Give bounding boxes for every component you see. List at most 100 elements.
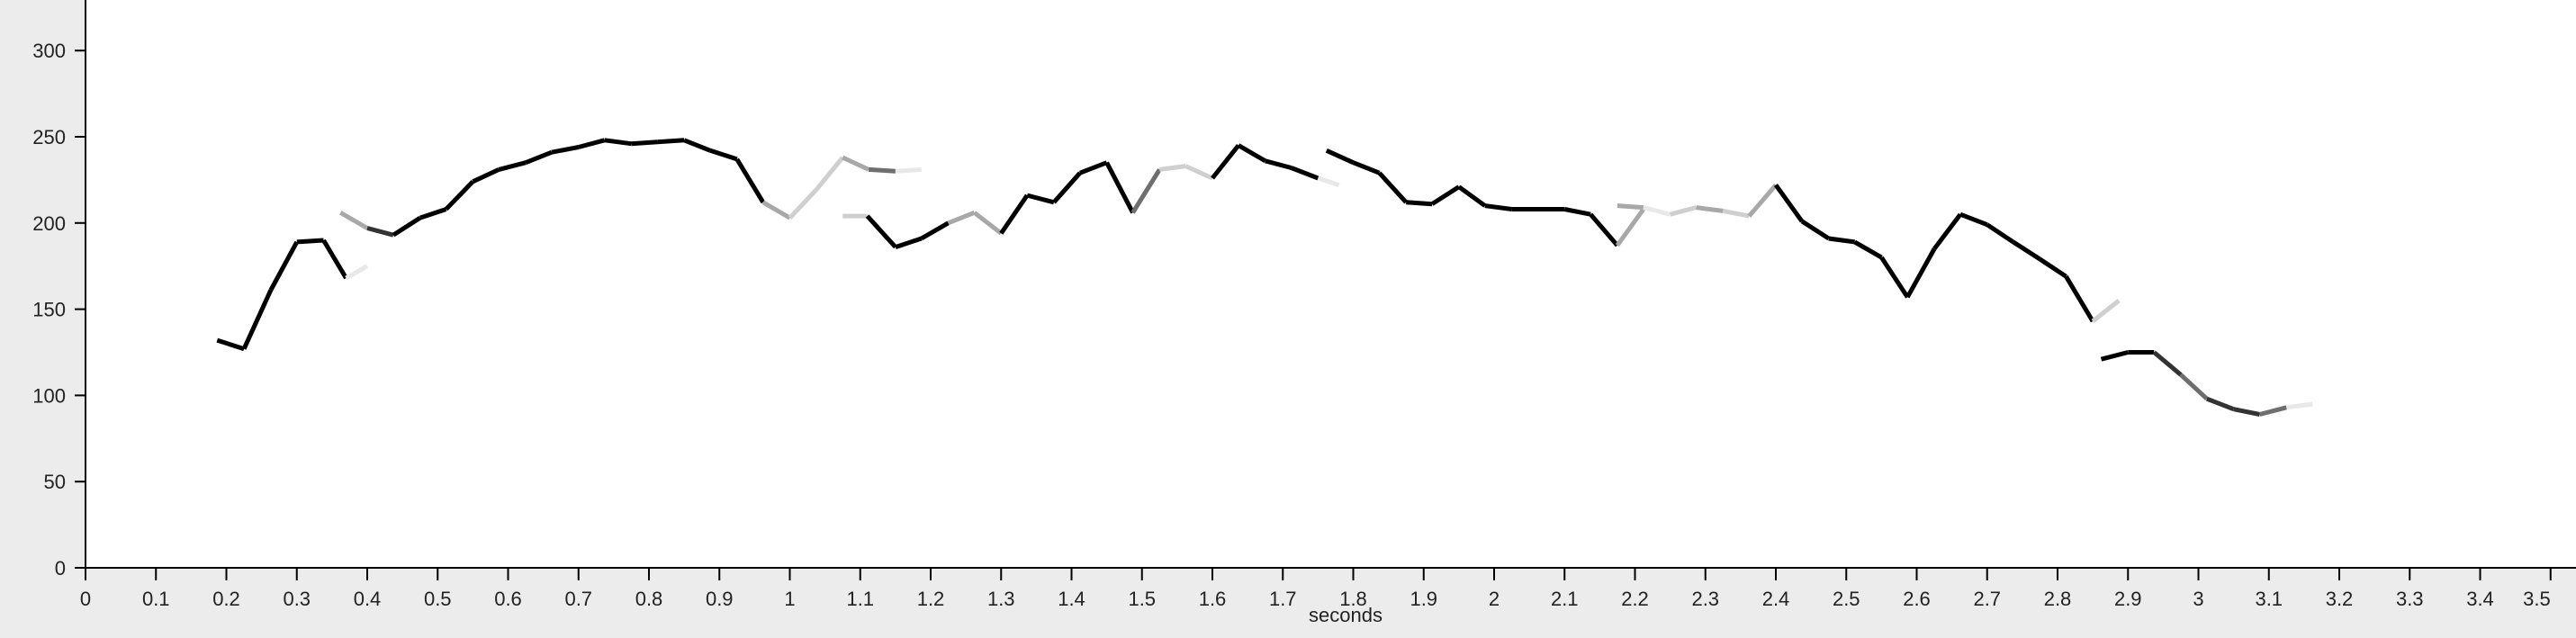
x-tick-label: 0.4 [354, 588, 382, 610]
pitch-segment-57 [1589, 212, 1619, 247]
x-tick-label: 1.8 [1339, 588, 1367, 610]
x-tick-label: 0.1 [142, 588, 170, 610]
pitch-segment-77 [2091, 299, 2121, 323]
pitch-segment-61 [1669, 205, 1698, 217]
x-ticks: 0 0.1 0.2 0.3 0.4 0.5 0.6 0.7 0.8 0.9 1 1.1 1.2 1.3 1.… [80, 568, 2552, 610]
x-tick-label: 2.5 [1833, 588, 1860, 610]
x-tick-label: 1.1 [846, 588, 874, 610]
x-tick-label: 0.2 [212, 588, 240, 610]
pitch-segment-36 [1052, 171, 1082, 204]
x-tick-label: 0.7 [564, 588, 592, 610]
x-tick-label: 0.3 [283, 588, 311, 610]
pitch-segment-72 [1959, 211, 1988, 228]
x-tick-label: 1.9 [1410, 588, 1437, 610]
plot-area [86, 0, 2576, 568]
pitch-segment-58 [1615, 208, 1645, 247]
pitch-segment-14 [551, 145, 580, 155]
pitch-segment-26 [868, 166, 896, 174]
pitch-segment-8 [392, 215, 422, 238]
x-tick-label: 2.2 [1621, 588, 1649, 610]
pitch-segment-73 [1986, 222, 2015, 244]
pitch-segment-38 [1104, 161, 1135, 214]
pitch-segment-42 [1211, 144, 1240, 180]
pitch-segment-29 [865, 214, 897, 249]
pitch-segment-80 [2152, 350, 2183, 377]
pitch-segment-24 [814, 156, 845, 192]
y-tick-label: 100 [32, 384, 66, 407]
pitch-segment-81 [2179, 373, 2209, 401]
pitch-segment-66 [1800, 219, 1831, 241]
pitch-segment-32 [947, 210, 976, 226]
pitch-segment-52 [1457, 184, 1487, 208]
pitch-segment-63 [1722, 208, 1750, 219]
pitch-segment-56 [1563, 207, 1591, 217]
pitch-segment-39 [1130, 168, 1162, 214]
y-tick-label: 200 [32, 212, 66, 235]
pitch-segment-44 [1265, 158, 1293, 170]
x-tick-label: 3.4 [2466, 588, 2494, 610]
x-tick-label: 3.1 [2255, 588, 2283, 610]
axes [85, 0, 2576, 569]
pitch-segment-68 [1853, 239, 1883, 260]
x-tick-label: 3.3 [2396, 588, 2424, 610]
pitch-segment-64 [1747, 183, 1778, 218]
x-tick-label: 1.3 [987, 588, 1015, 610]
pitch-segment-70 [1905, 247, 1937, 299]
pitch-segment-19 [683, 138, 712, 153]
x-tick-label: 0.5 [424, 588, 452, 610]
pitch-segment-60 [1643, 205, 1671, 217]
pitch-segment-82 [2205, 396, 2235, 412]
y-tick-label: 300 [32, 40, 66, 62]
pitch-segment-45 [1290, 166, 1320, 181]
pitch-segment-40 [1158, 164, 1186, 172]
pitch-segment-27 [895, 166, 922, 174]
x-tick-label: 0 [80, 588, 91, 610]
pitch-segment-69 [1879, 256, 1910, 299]
pitch-segment-75 [2039, 256, 2067, 279]
x-tick-label: 2.1 [1551, 588, 1579, 610]
x-tick-label: 1 [784, 588, 795, 610]
pitch-segment-16 [604, 138, 632, 147]
pitch-segment-33 [972, 211, 1003, 236]
pitch-segment-21 [734, 157, 765, 204]
pitch-segment-1 [241, 289, 274, 350]
pitch-segment-30 [895, 236, 923, 249]
x-tick-label: 3.5 [2523, 588, 2551, 610]
pitch-segment-74 [2012, 239, 2041, 262]
y-ticks: 0 50 100 150 200 250 300 [32, 40, 86, 580]
pitch-segment-4 [321, 238, 348, 280]
pitch-segment-22 [761, 200, 791, 220]
pitch-segment-15 [578, 138, 606, 149]
x-tick-label: 3.2 [2326, 588, 2354, 610]
pitch-segment-34 [999, 193, 1030, 235]
pitch-segment-12 [498, 160, 527, 172]
pitch-segment-18 [657, 138, 685, 145]
x-tick-label: 2 [1489, 588, 1500, 610]
pitch-segment-23 [788, 188, 818, 220]
x-tick-label: 2.9 [2114, 588, 2142, 610]
x-tick-label: 0.6 [494, 588, 522, 610]
pitch-segment-47 [1325, 148, 1355, 165]
pitch-segment-71 [1932, 212, 1962, 251]
pitch-trace [216, 138, 2313, 417]
pitch-segment-37 [1078, 160, 1108, 175]
x-tick-label: 1.6 [1199, 588, 1227, 610]
x-tick-label: 2.4 [1762, 588, 1790, 610]
pitch-segment-85 [2285, 401, 2313, 410]
x-tick-label: 2.7 [1973, 588, 2001, 610]
pitch-segment-5 [345, 264, 369, 281]
pitch-segment-11 [472, 167, 500, 184]
pitch-segment-41 [1184, 164, 1214, 181]
x-tick-label: 1.2 [917, 588, 945, 610]
pitch-segment-43 [1237, 143, 1266, 163]
pitch-segment-17 [631, 139, 658, 147]
pitch-segment-83 [2233, 407, 2261, 417]
x-axis-label: seconds [1309, 604, 1383, 626]
pitch-segment-46 [1317, 175, 1340, 187]
pitch-segment-35 [1026, 193, 1055, 205]
x-tick-label: 2.6 [1903, 588, 1931, 610]
x-tick-label: 1.7 [1269, 588, 1297, 610]
pitch-segment-20 [709, 148, 738, 162]
pitch-segment-31 [920, 220, 950, 241]
